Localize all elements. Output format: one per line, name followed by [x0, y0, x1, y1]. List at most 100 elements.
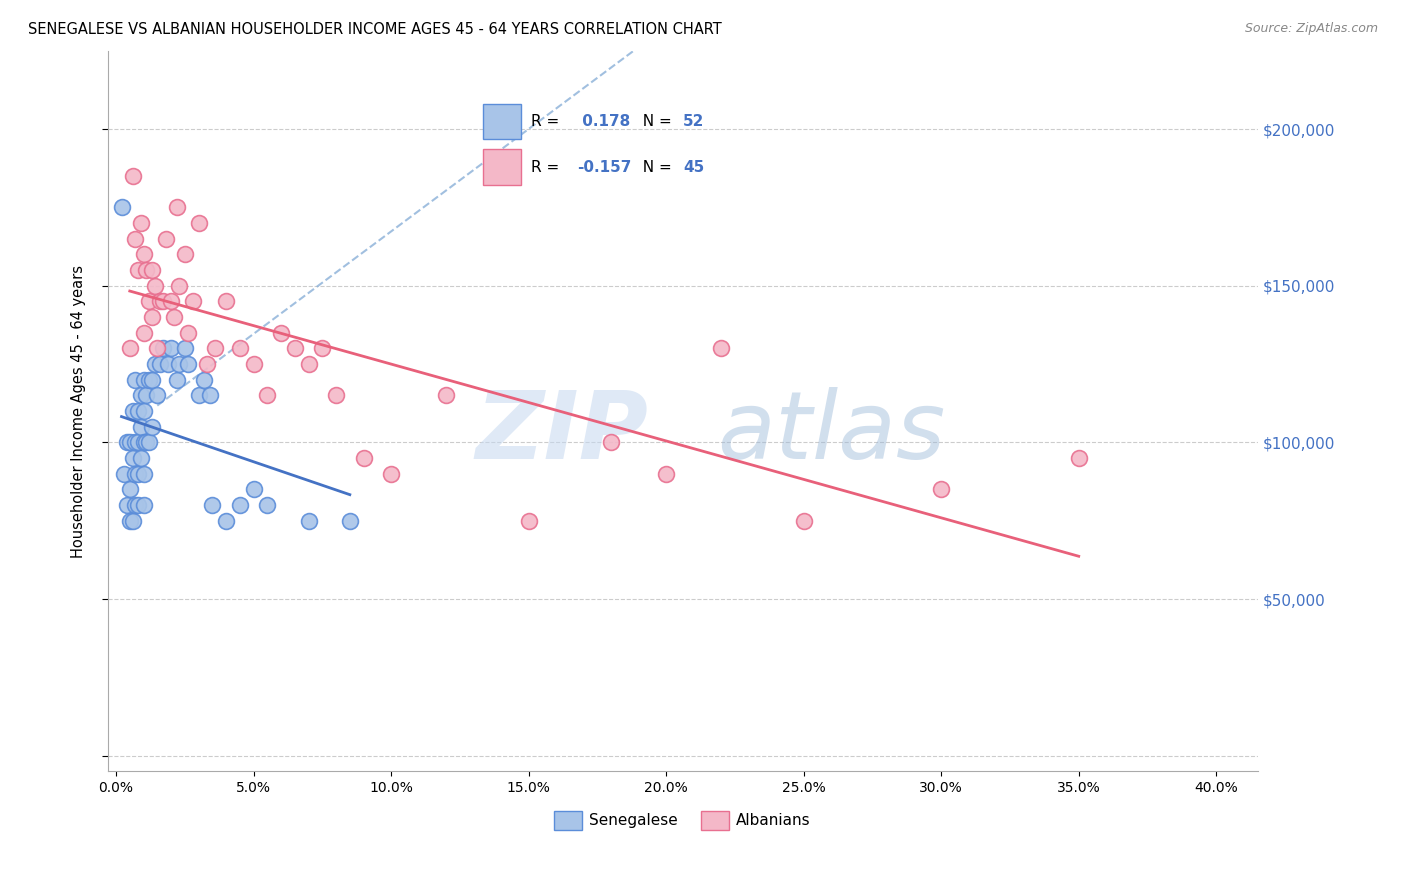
Point [152, 294, 174, 309]
Point [124, 467, 146, 481]
Text: Source: ZipAtlas.com: Source: ZipAtlas.com [1244, 22, 1378, 36]
Point [929, 483, 952, 497]
Point [124, 498, 146, 512]
Point [517, 514, 540, 528]
Point [1067, 450, 1090, 465]
Point [132, 373, 155, 387]
Point [132, 498, 155, 512]
Point [155, 232, 177, 246]
Point [166, 200, 188, 214]
Point [710, 342, 733, 356]
Point [115, 435, 138, 450]
Point [127, 467, 149, 481]
Point [229, 498, 252, 512]
Text: atlas: atlas [717, 387, 945, 478]
Legend: Senegalese, Albanians: Senegalese, Albanians [548, 805, 817, 836]
Point [141, 263, 163, 277]
Point [157, 357, 180, 371]
Point [173, 247, 195, 261]
Point [129, 450, 152, 465]
Point [169, 357, 191, 371]
Point [339, 514, 361, 528]
Point [201, 498, 224, 512]
Point [242, 357, 264, 371]
Point [215, 294, 238, 309]
Point [121, 169, 143, 183]
Point [138, 294, 160, 309]
Point [112, 467, 135, 481]
Point [121, 404, 143, 418]
Point [127, 498, 149, 512]
Text: SENEGALESE VS ALBANIAN HOUSEHOLDER INCOME AGES 45 - 64 YEARS CORRELATION CHART: SENEGALESE VS ALBANIAN HOUSEHOLDER INCOM… [28, 22, 721, 37]
Point [193, 373, 215, 387]
Point [793, 514, 815, 528]
Point [146, 342, 169, 356]
Point [149, 357, 172, 371]
Point [600, 435, 623, 450]
Text: ZIP: ZIP [475, 386, 648, 479]
Point [169, 278, 191, 293]
Point [132, 326, 155, 340]
Point [242, 483, 264, 497]
Point [115, 498, 138, 512]
Point [129, 216, 152, 230]
Point [176, 357, 198, 371]
Point [118, 483, 141, 497]
Point [121, 514, 143, 528]
Point [380, 467, 402, 481]
Point [132, 435, 155, 450]
Point [118, 435, 141, 450]
Y-axis label: Householder Income Ages 45 - 64 years: Householder Income Ages 45 - 64 years [72, 265, 86, 558]
Point [138, 435, 160, 450]
Point [127, 404, 149, 418]
Point [163, 310, 186, 324]
Point [135, 388, 157, 402]
Point [124, 232, 146, 246]
Point [132, 467, 155, 481]
Point [353, 450, 375, 465]
Point [229, 342, 252, 356]
Point [132, 404, 155, 418]
Point [141, 310, 163, 324]
Point [187, 216, 209, 230]
Point [127, 435, 149, 450]
Point [284, 342, 307, 356]
Point [135, 435, 157, 450]
Point [110, 200, 132, 214]
Point [256, 498, 278, 512]
Point [143, 278, 166, 293]
Point [655, 467, 678, 481]
Point [204, 342, 226, 356]
Point [141, 419, 163, 434]
Point [270, 326, 292, 340]
Point [121, 450, 143, 465]
Point [195, 357, 218, 371]
Point [173, 342, 195, 356]
Point [160, 342, 183, 356]
Point [176, 326, 198, 340]
Point [160, 294, 183, 309]
Point [149, 294, 172, 309]
Point [118, 514, 141, 528]
Point [325, 388, 347, 402]
Point [166, 373, 188, 387]
Point [129, 419, 152, 434]
Point [187, 388, 209, 402]
Point [215, 514, 238, 528]
Point [146, 388, 169, 402]
Point [141, 373, 163, 387]
Point [198, 388, 221, 402]
Point [132, 247, 155, 261]
Point [256, 388, 278, 402]
Point [434, 388, 457, 402]
Point [127, 263, 149, 277]
Point [181, 294, 204, 309]
Point [297, 514, 319, 528]
Point [152, 342, 174, 356]
Point [297, 357, 319, 371]
Point [138, 373, 160, 387]
Point [124, 373, 146, 387]
Point [129, 388, 152, 402]
Point [118, 342, 141, 356]
Point [311, 342, 333, 356]
